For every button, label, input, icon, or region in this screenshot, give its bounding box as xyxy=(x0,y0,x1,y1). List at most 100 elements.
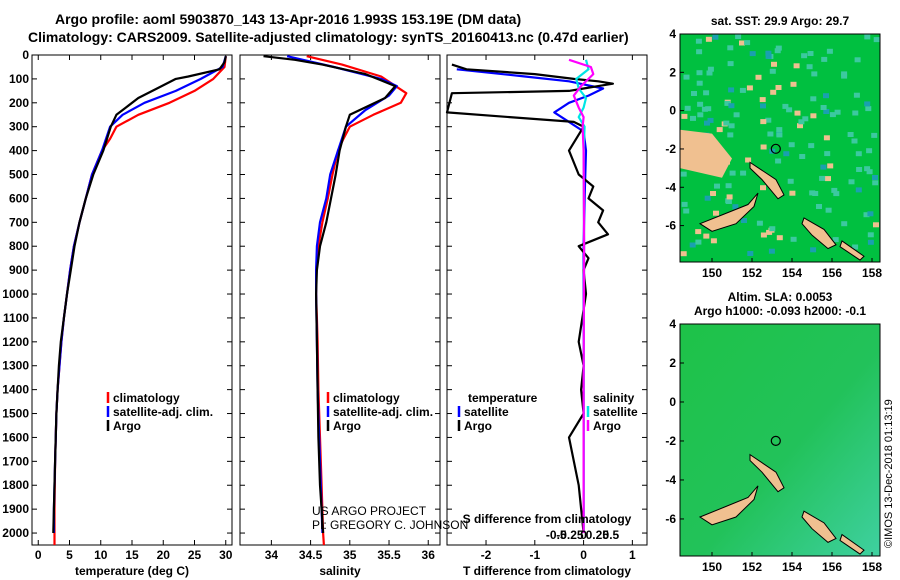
sst-cell xyxy=(834,109,841,115)
sst-cell xyxy=(775,158,782,164)
sst-cell xyxy=(727,132,734,138)
series-line-argo xyxy=(263,55,397,534)
sst-cell xyxy=(689,242,696,248)
sst-cell xyxy=(691,91,697,96)
x-tick-label: 35 xyxy=(343,548,357,562)
sst-cell xyxy=(776,235,783,241)
sst-cell xyxy=(728,87,735,93)
sst-cell xyxy=(810,247,817,253)
map-title: Altim. SLA: 0.0053 xyxy=(728,290,833,304)
s-tick-label: 0.5 xyxy=(603,528,620,542)
sst-cell xyxy=(741,218,747,223)
sst-cell xyxy=(768,248,775,254)
sst-cell xyxy=(782,103,789,109)
series-line-s-argo xyxy=(568,58,595,533)
sst-cell xyxy=(766,229,773,235)
sst-cell xyxy=(852,110,859,116)
plot-frame xyxy=(239,54,441,546)
sst-cell xyxy=(826,48,833,54)
sst-cell xyxy=(732,204,739,210)
sst-cell xyxy=(697,112,704,118)
map-y-tick-label: -4 xyxy=(665,180,676,194)
sst-cell xyxy=(680,251,687,257)
legend-title: salinity xyxy=(593,391,635,405)
map-x-tick-label: 152 xyxy=(742,266,762,280)
x-tick-label: 15 xyxy=(125,548,139,562)
x-tick-label: -1 xyxy=(529,548,540,562)
legend-label: Argo xyxy=(113,419,141,433)
sst-cell xyxy=(704,120,710,126)
map-frame xyxy=(679,323,881,557)
y-tick-label: 1500 xyxy=(2,407,29,421)
sst-cell xyxy=(788,142,795,148)
sst-cell xyxy=(712,34,719,40)
legend-label: Argo xyxy=(333,419,361,433)
sst-cell xyxy=(683,74,690,80)
sst-cell xyxy=(829,112,836,118)
sst-cell xyxy=(825,176,831,182)
sst-cell xyxy=(841,73,848,79)
s-tick-label: 0 xyxy=(580,528,587,542)
sst-cell xyxy=(696,49,703,55)
sst-cell xyxy=(770,89,777,95)
x-axis-label: T difference from climatology xyxy=(463,564,631,578)
sst-cell xyxy=(765,53,772,59)
series-line-argo xyxy=(52,55,227,534)
y-tick-label: 300 xyxy=(9,120,29,134)
x-tick-label: 36 xyxy=(422,548,436,562)
sst-cell xyxy=(739,87,746,93)
sst-cell xyxy=(787,178,794,184)
title-line-2: Climatology: CARS2009. Satellite-adjuste… xyxy=(28,29,629,45)
map-x-tick-label: 158 xyxy=(862,266,882,280)
sst-cell xyxy=(823,135,830,141)
sst-cell xyxy=(819,175,826,181)
island-1 xyxy=(698,192,759,232)
sst-cell xyxy=(705,106,712,112)
island-4 xyxy=(839,533,865,555)
x-tick-label: 1 xyxy=(629,548,636,562)
sst-cell xyxy=(790,236,797,242)
sst-cell xyxy=(696,80,703,86)
sst-cell xyxy=(760,144,767,150)
sst-cell xyxy=(769,226,776,232)
sst-cell xyxy=(756,220,763,226)
y-tick-label: 1100 xyxy=(3,311,29,325)
map-x-tick-label: 150 xyxy=(702,266,722,280)
sst-cell xyxy=(710,238,717,244)
x-tick-label: 35.5 xyxy=(377,548,401,562)
y-tick-label: 800 xyxy=(9,239,29,253)
sst-cell xyxy=(735,34,742,39)
sst-cell xyxy=(867,239,874,245)
sst-cell xyxy=(701,106,708,112)
temperature-panel: 0100200300400500600700800900100011001200… xyxy=(2,48,232,578)
sst-cell xyxy=(728,123,735,129)
sst-cell xyxy=(832,237,839,243)
x-tick-label: 34.5 xyxy=(299,548,323,562)
sst-cell xyxy=(775,85,782,90)
sst-cell xyxy=(728,103,735,109)
x-tick-label: 20 xyxy=(157,548,171,562)
sst-cell xyxy=(745,157,752,163)
sst-cell xyxy=(808,143,815,149)
sst-cell xyxy=(841,221,848,227)
sst-cell xyxy=(704,195,711,201)
sst-cell xyxy=(801,53,808,59)
difference-panel: -2 -1 0 1 T difference from climatology -0.5-… xyxy=(445,54,648,578)
x-tick-label: 0 xyxy=(580,548,587,562)
map-x-tick-label: 150 xyxy=(702,560,722,574)
sst-cell xyxy=(681,113,688,119)
land-patch xyxy=(680,129,732,178)
sst-cell xyxy=(864,101,871,107)
map-x-tick-label: 154 xyxy=(782,560,802,574)
sst-cell xyxy=(821,56,828,62)
sst-cell xyxy=(873,37,880,43)
sst-cell xyxy=(706,70,713,76)
sst-cell xyxy=(848,179,855,185)
y-tick-label: 1300 xyxy=(2,359,29,373)
sst-cell xyxy=(823,93,829,99)
legend-label: satellite xyxy=(593,405,638,419)
sst-cell xyxy=(811,71,818,77)
y-tick-label: 2000 xyxy=(2,526,29,540)
island-1 xyxy=(698,485,759,526)
sst-map: 150 152 154 156 158 4 2 0 -2 -4 -6 sat. SST: 29.9 A… xyxy=(665,14,882,280)
